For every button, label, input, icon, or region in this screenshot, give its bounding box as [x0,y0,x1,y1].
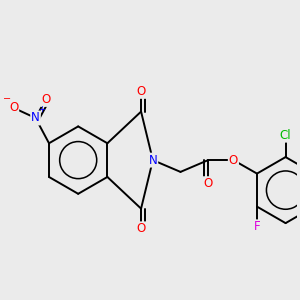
Text: O: O [41,93,50,106]
Text: O: O [203,177,213,190]
Text: F: F [254,220,260,233]
Text: N: N [31,112,40,124]
Text: +: + [38,105,45,114]
Text: O: O [136,222,146,235]
Text: Cl: Cl [280,129,291,142]
Text: O: O [136,85,146,98]
Text: −: − [3,94,11,104]
Text: O: O [229,154,238,166]
Text: O: O [9,101,18,114]
Text: N: N [148,154,157,166]
